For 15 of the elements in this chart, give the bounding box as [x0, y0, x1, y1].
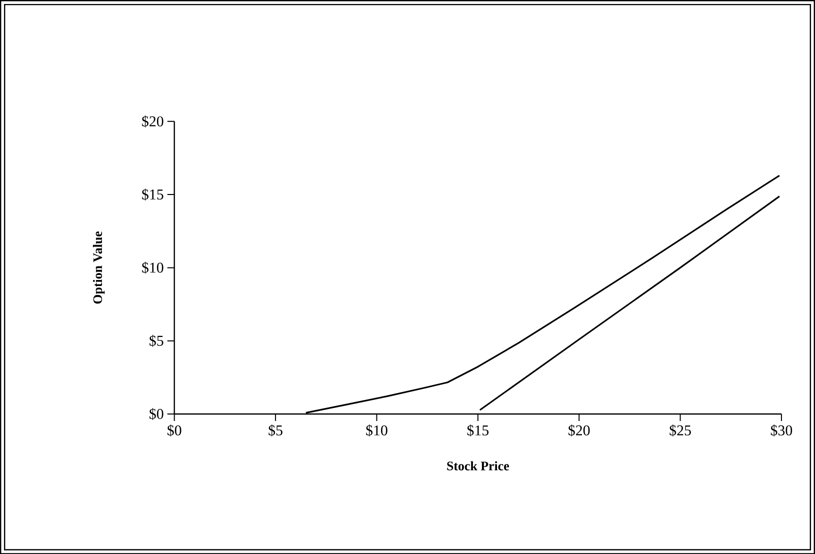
x-tick-label: $5: [268, 424, 282, 436]
y-axis-title: Option Value: [92, 231, 105, 304]
y-tick-label: $0: [150, 408, 164, 420]
x-axis-title: Stock Price: [447, 461, 509, 470]
line-series: [479, 195, 780, 411]
x-tick-label: $25: [670, 424, 691, 436]
y-tick-label: $15: [142, 188, 164, 200]
x-tick-label: $10: [366, 424, 388, 436]
x-tick-label: $15: [467, 424, 489, 436]
y-tick-label: $5: [150, 334, 164, 347]
y-tick-label: $10: [142, 262, 164, 274]
y-tick-label: $20: [142, 115, 164, 128]
x-tick-label: $0: [168, 424, 182, 436]
x-tick-label: $30: [770, 424, 792, 436]
x-tick-label: $20: [568, 424, 590, 436]
